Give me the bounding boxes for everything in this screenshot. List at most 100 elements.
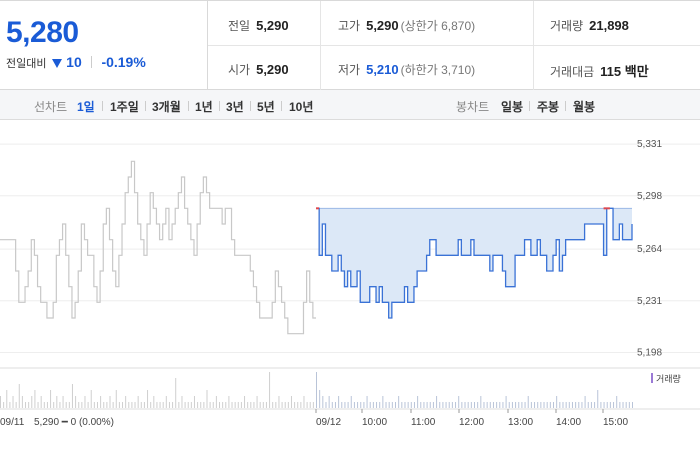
chart-toolbar: 선차트 1일 1주일 3개월 1년 3년 5년 10년 봉차트 일봉 주봉 월봉 [0,90,700,120]
down-arrow-icon [51,59,62,68]
lower-limit: (하한가 3,710) [400,63,476,77]
volume-bar [410,402,412,408]
volume-bar [344,402,346,408]
volume-bar [578,402,580,408]
volume-bar [3,402,5,408]
volume-bar [150,402,152,408]
volume-bar [65,402,67,408]
volume-bar [622,402,624,408]
volume-bar [206,390,208,408]
volume-bar [442,402,444,408]
volume-bar [247,402,249,408]
volume-bar [338,396,340,408]
prev-close-label: 전일 [228,19,251,33]
volume-bar [278,396,280,408]
volume-bar [46,402,48,408]
high-label: 고가 [338,19,361,33]
volume-bar [103,402,105,408]
volume-bar [319,390,321,408]
period-1w-tab[interactable]: 1주일 [110,100,139,114]
period-3y-tab[interactable]: 3년 [226,100,244,114]
volume-bar [112,402,114,408]
volume-bar [483,402,485,408]
upper-limit: (상한가 6,870) [400,19,476,33]
open-value: 5,290 [256,62,289,77]
volume-bar [322,396,324,408]
volume-bar [360,402,362,408]
today-line [316,207,633,319]
volume-bar [350,396,352,408]
volume-bar [492,402,494,408]
volume-bar [300,402,302,408]
volume-bar [93,402,95,408]
volume-bar [417,396,419,408]
trade-value: 115 백만 [600,64,649,79]
period-1y-tab[interactable]: 1년 [195,100,213,114]
volume-bar [366,396,368,408]
price-chart[interactable]: 5,331 5,298 5,264 5,231 5,198 거래량 09/11 5,290… [0,120,700,450]
volume-bar [515,402,517,408]
divider [529,101,530,111]
current-price-box: 5,280 전일대비 10 -0.19% [0,1,208,90]
volume-bar [215,396,217,408]
daily-candle-tab[interactable]: 일봉 [501,100,524,114]
period-3m-tab[interactable]: 3개월 [152,100,181,114]
volume-stat: 거래량 21,898 [550,17,629,34]
volume-bar [297,402,299,408]
volume-bar [259,402,261,408]
trade-value-label: 거래대금 [550,65,595,79]
volume-bar [28,402,30,408]
volume-bar [253,402,255,408]
volume-bar [328,396,330,408]
prev-close-stat: 전일 5,290 [228,17,289,34]
volume-bar [603,402,605,408]
volume-bar [316,372,317,408]
line-chart-label: 선차트 [34,100,68,114]
volume-bar [423,402,425,408]
volume-bar [12,396,14,408]
volume-bar [81,402,83,408]
prev-day-info-label: 5,290 ━ 0 (0.00%) [34,417,114,428]
volume-bar [619,402,621,408]
volume-bar [193,396,195,408]
volume-bar [165,396,167,408]
candle-chart-label: 봉차트 [456,100,490,114]
divider [250,101,251,111]
volume-bar [50,390,52,408]
divider [145,101,146,111]
volume-bar [59,402,61,408]
volume-bar [156,402,158,408]
low-stat: 저가 5,210 (하한가 3,710) [338,61,475,78]
volume-bar [439,402,441,408]
stats-panel: 전일 5,290 시가 5,290 고가 5,290 (상한가 6,870) 저가 5,2… [208,1,700,90]
volume-bar [62,396,64,408]
volume-bar [379,402,381,408]
period-5y-tab[interactable]: 5년 [257,100,275,114]
monthly-candle-tab[interactable]: 월봉 [573,100,596,114]
volume-bar [341,402,343,408]
period-1d-tab[interactable]: 1일 [77,100,95,114]
volume-bar [632,402,633,408]
volume-bar [172,402,174,408]
volume-bar [480,396,482,408]
volume-bar [68,402,70,408]
weekly-candle-tab[interactable]: 주봉 [537,100,560,114]
volume-bar [200,402,202,408]
volume-bar [203,402,205,408]
low-label: 저가 [338,63,361,77]
volume-bar [353,402,355,408]
x-tick-label: 15:00 [603,417,628,428]
volume-bar [34,390,36,408]
y-axis: 5,331 5,298 5,264 5,231 5,198 [637,139,662,358]
volume-bar [587,402,589,408]
volume-bar [100,396,102,408]
row-divider [208,45,700,46]
prev-day-line [0,160,316,335]
volume-bar [265,402,267,408]
volume-bar [540,402,542,408]
volume-bar [534,402,536,408]
volume-bar [546,402,548,408]
volume-bar [575,402,577,408]
period-10y-tab[interactable]: 10년 [289,100,314,114]
volume-bar [75,396,77,408]
